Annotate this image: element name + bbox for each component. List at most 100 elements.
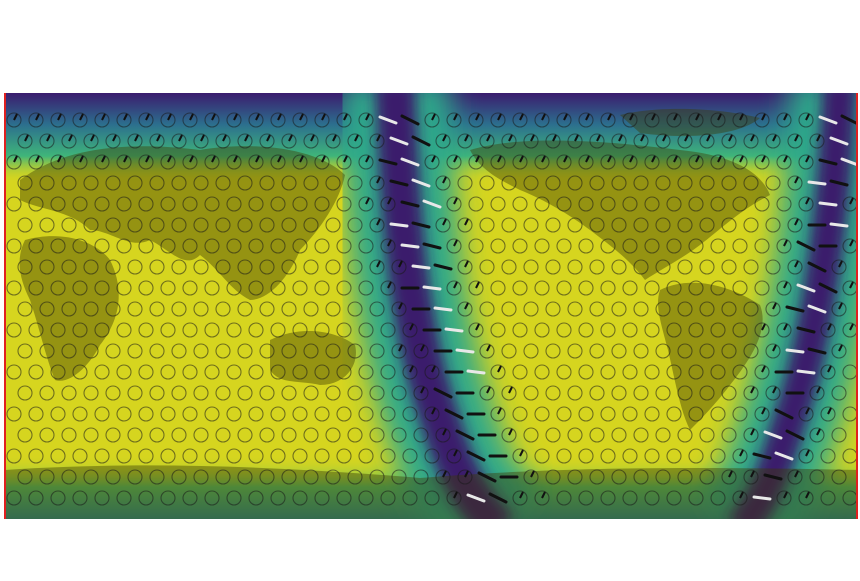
glyph-tick: [134, 134, 139, 142]
glyph-ring: [39, 469, 55, 485]
glyph-ring: [215, 385, 231, 401]
glyph-tick: [673, 155, 678, 163]
glyph-tick: [442, 176, 447, 184]
glyph-ring: [226, 490, 242, 506]
glyph-tick: [475, 323, 480, 331]
glyph-ring: [94, 280, 110, 296]
glyph-ring: [149, 133, 165, 149]
glyph-ring: [369, 427, 385, 443]
glyph-tick: [453, 491, 458, 499]
glyph-ring: [248, 406, 264, 422]
glyph-ring: [94, 112, 110, 128]
glyph-ring: [765, 385, 781, 401]
glyph-tick: [343, 155, 348, 163]
glyph-tick: [519, 113, 524, 121]
glyph-ring: [688, 448, 704, 464]
glyph-tick: [761, 365, 766, 373]
glyph-tick: [156, 134, 161, 142]
glyph-ring: [842, 280, 857, 296]
glyph-ring: [226, 154, 242, 170]
flow-arrow: [444, 327, 464, 333]
glyph-ring: [259, 427, 275, 443]
glyph-ring: [215, 427, 231, 443]
glyph-ring: [303, 427, 319, 443]
glyph-ring: [72, 154, 88, 170]
glyph-ring: [776, 154, 792, 170]
glyph-tick: [783, 113, 788, 121]
glyph-ring: [83, 217, 99, 233]
glyph-ring: [17, 259, 33, 275]
glyph-tick: [805, 113, 810, 121]
glyph-tick: [508, 386, 513, 394]
glyph-ring: [688, 112, 704, 128]
glyph-tick: [849, 281, 854, 289]
glyph-ring: [809, 469, 825, 485]
glyph-ring: [127, 217, 143, 233]
glyph-ring: [743, 259, 759, 275]
glyph-ring: [138, 364, 154, 380]
glyph-ring: [633, 217, 649, 233]
flow-arrow: [818, 201, 838, 207]
glyph-ring: [6, 322, 22, 338]
glyph-ring: [138, 154, 154, 170]
glyph-ring: [204, 280, 220, 296]
glyph-tick: [24, 134, 29, 142]
glyph-ring: [325, 175, 341, 191]
glyph-ring: [754, 364, 770, 380]
glyph-tick: [684, 134, 689, 142]
glyph-ring: [138, 448, 154, 464]
glyph-ring: [270, 322, 286, 338]
glyph-tick: [530, 470, 535, 478]
glyph-tick: [200, 134, 205, 142]
glyph-ring: [666, 490, 682, 506]
glyph-tick: [79, 113, 84, 121]
glyph-tick: [805, 407, 810, 415]
glyph-ring: [314, 448, 330, 464]
glyph-ring: [798, 196, 814, 212]
glyph-ring: [512, 448, 528, 464]
glyph-ring: [567, 427, 583, 443]
glyph-ring: [149, 301, 165, 317]
glyph-ring: [622, 322, 638, 338]
glyph-ring: [105, 133, 121, 149]
glyph-ring: [732, 448, 748, 464]
glyph-tick: [321, 113, 326, 121]
glyph-ring: [380, 406, 396, 422]
glyph-ring: [182, 154, 198, 170]
glyph-ring: [490, 112, 506, 128]
glyph-ring: [787, 217, 803, 233]
glyph-ring: [380, 280, 396, 296]
glyph-tick: [310, 134, 315, 142]
glyph-ring: [633, 427, 649, 443]
glyph-ring: [6, 364, 22, 380]
glyph-tick: [387, 197, 392, 205]
glyph-ring: [556, 112, 572, 128]
glyph-ring: [380, 196, 396, 212]
glyph-ring: [732, 322, 748, 338]
glyph-tick: [673, 113, 678, 121]
glyph-tick: [387, 281, 392, 289]
glyph-ring: [391, 301, 407, 317]
glyph-ring: [226, 112, 242, 128]
antarctica: [5, 465, 857, 519]
glyph-ring: [270, 238, 286, 254]
glyph-ring: [677, 469, 693, 485]
glyph-ring: [721, 217, 737, 233]
glyph-tick: [409, 323, 414, 331]
glyph-ring: [699, 259, 715, 275]
glyph-ring: [248, 154, 264, 170]
glyph-ring: [809, 427, 825, 443]
glyph-ring: [820, 406, 836, 422]
glyph-ring: [6, 196, 22, 212]
glyph-ring: [468, 196, 484, 212]
glyph-ring: [204, 196, 220, 212]
glyph-ring: [138, 406, 154, 422]
glyph-tick: [508, 134, 513, 142]
glyph-ring: [28, 196, 44, 212]
glyph-tick: [266, 134, 271, 142]
glyph-ring: [105, 343, 121, 359]
glyph-ring: [545, 133, 561, 149]
glyph-ring: [699, 133, 715, 149]
glyph-ring: [523, 175, 539, 191]
